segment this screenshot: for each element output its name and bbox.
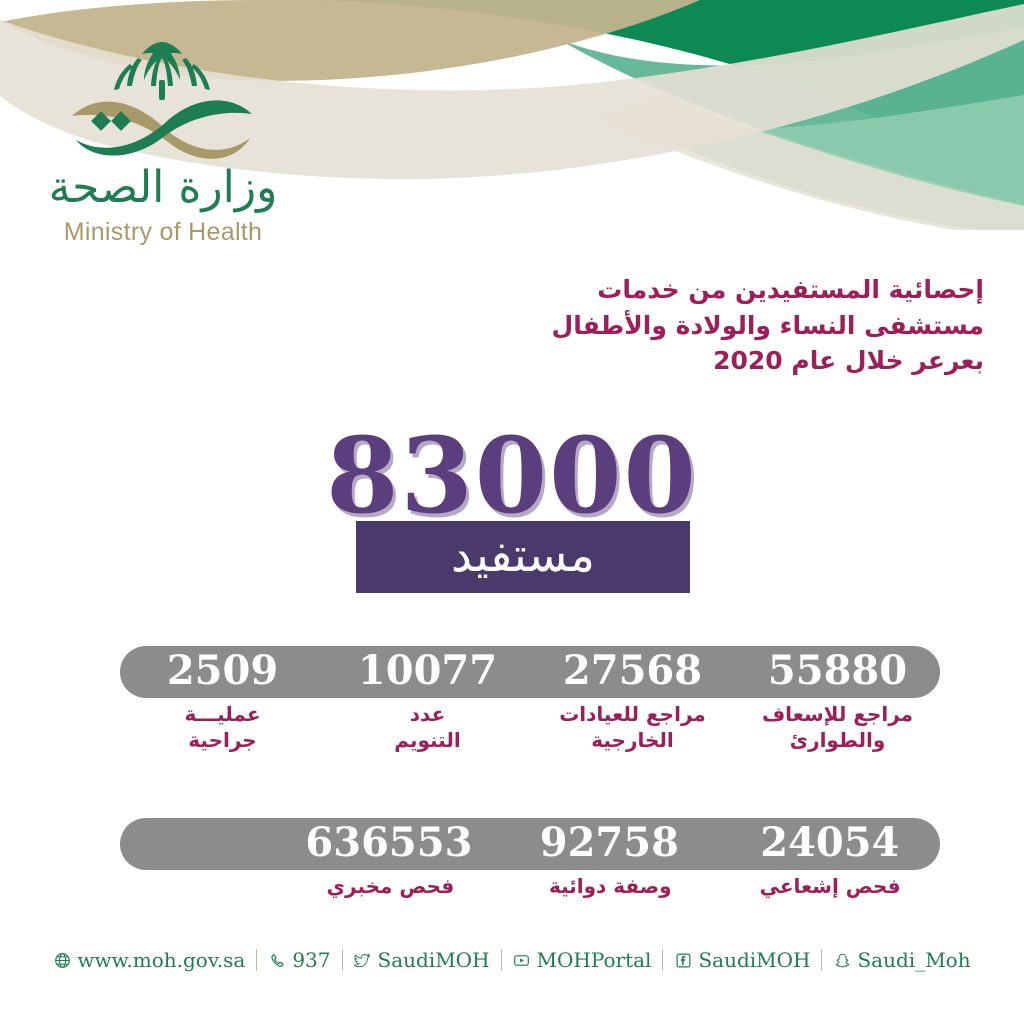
twitter-icon [354,951,372,969]
stat-label-line: التنويم [394,727,461,752]
stat-number: 92758 [539,819,679,866]
footer-item-phone[interactable]: 937 [257,948,341,972]
stat-number: 27568 [562,647,703,694]
stat-cell: 2509 [120,646,325,698]
stat-label-line: عدد [409,702,446,726]
phone-icon [268,951,286,969]
total-beneficiaries-label: مستفيد [451,527,595,583]
footer-divider [500,949,502,971]
title-line-2: مستشفى النساء والولادة والأطفال [551,310,984,340]
footer-item-website[interactable]: www.moh.gov.sa [42,948,256,972]
total-beneficiaries-number: 83000 [326,414,698,537]
footer-divider [341,949,343,971]
stat-label: عدد التنويم [325,702,530,753]
facebook-icon [674,951,692,969]
footer-contact-bar: www.moh.gov.sa 937 SaudiMOH MOHPortal [0,948,1024,972]
stat-label-line: جراحية [188,727,257,752]
stats-pill-2: 636553 92758 24054 [120,818,940,870]
title-line-1: إحصائية المستفيدين من خدمات [597,275,984,304]
wave-beige-tail [600,96,1024,230]
footer-divider [256,949,258,971]
footer-divider [821,949,823,971]
stat-label: فحص مخبري [281,874,501,900]
stat-cell: 636553 [279,818,499,870]
moh-logo: وزارة الصحة Ministry of Health [38,30,288,246]
footer-item-twitter[interactable]: SaudiMOH [343,948,501,972]
logo-english-text: Ministry of Health [63,218,263,246]
stat-label-line: الخارجية [591,727,674,752]
diamond-marks-icon [91,111,131,131]
stat-cell: 10077 [325,646,530,698]
wave-light-green [600,95,1024,230]
total-beneficiaries-badge: مستفيد [356,521,690,593]
stat-label: مراجع للعيادات الخارجية [530,702,735,753]
page-title: إحصائية المستفيدين من خدمات مستشفى النسا… [364,272,984,379]
footer-twitter-text: SaudiMOH [377,948,490,972]
stat-label-line: مراجع للعيادات [559,702,706,726]
stat-label-line: وصفة دوائية [548,874,672,898]
palm-tree-icon [114,42,210,100]
stats-labels-1: عمليـــة جراحية عدد التنويم مراجع للعياد… [120,702,940,753]
footer-website-text: www.moh.gov.sa [77,948,246,972]
globe-icon [53,951,71,969]
label-spacer [120,874,281,900]
footer-item-youtube[interactable]: MOHPortal [502,948,663,972]
footer-snapchat-text: Saudi_Moh [857,948,971,972]
wave-dark-green [320,0,1024,200]
stat-label-line: عمليـــة [184,702,261,726]
stat-label: عمليـــة جراحية [120,702,325,753]
pill-spacer [120,818,279,870]
stat-cell: 92758 [499,818,719,870]
footer-divider [662,949,664,971]
stat-cell: 55880 [735,646,940,698]
stat-label-line: مراجع للإسعاف [761,702,914,726]
footer-phone-text: 937 [292,948,331,972]
stat-label: وصفة دوائية [500,874,720,900]
stat-number: 10077 [357,647,498,694]
stat-cell: 27568 [530,646,735,698]
stat-label-line: فحص إشعاعي [759,874,901,898]
title-line-3: بعرعر خلال عام 2020 [713,346,984,375]
stat-label-line: فحص مخبري [326,874,455,898]
stat-cell: 24054 [720,818,940,870]
stat-number: 636553 [305,819,473,866]
youtube-icon [513,951,531,969]
footer-item-facebook[interactable]: SaudiMOH [663,948,821,972]
snapchat-icon [833,951,851,969]
footer-item-snapchat[interactable]: Saudi_Moh [822,948,981,972]
stat-label: فحص إشعاعي [720,874,940,900]
stat-label-line: والطوارئ [789,727,886,752]
ribbon-green [76,100,252,156]
stat-number: 55880 [767,647,908,694]
moh-emblem-icon [72,42,252,159]
stat-number: 24054 [760,819,900,866]
footer-facebook-text: SaudiMOH [698,948,811,972]
stat-label: مراجع للإسعاف والطوارئ [735,702,940,753]
footer-youtube-text: MOHPortal [536,948,652,972]
stat-number: 2509 [166,647,279,694]
stats-pill-1: 2509 10077 27568 55880 [120,646,940,698]
wave-mid-green [560,28,1024,205]
stats-labels-2: فحص مخبري وصفة دوائية فحص إشعاعي [120,874,940,900]
logo-arabic-text: وزارة الصحة [48,162,278,213]
